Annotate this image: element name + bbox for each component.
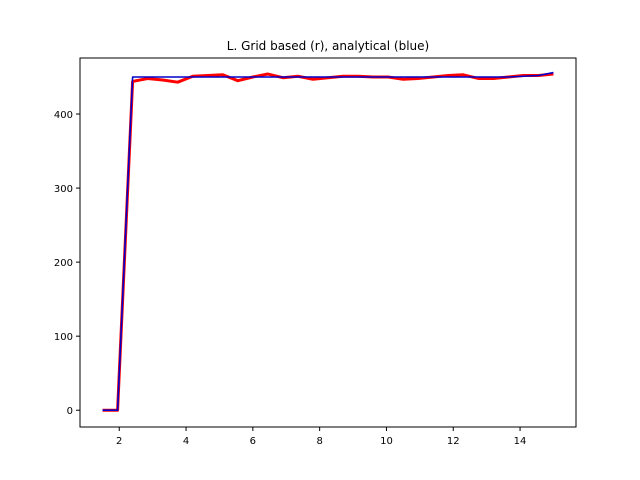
x-tick-label: 6	[250, 436, 256, 447]
plot-frame	[79, 57, 577, 428]
y-tick-label: 100	[54, 332, 73, 343]
series-line-2	[102, 71, 554, 412]
chart-title: L. Grid based (r), analytical (blue)	[227, 39, 429, 53]
y-tick-label: 300	[54, 184, 73, 195]
y-axis: 0 100 200 300 400	[54, 110, 80, 417]
y-tick-label: 400	[54, 110, 73, 121]
x-tick-label: 2	[116, 436, 122, 447]
y-tick-label: 0	[67, 406, 73, 417]
x-tick-label: 8	[316, 436, 322, 447]
x-tick-label: 4	[183, 436, 189, 447]
series-layer	[102, 71, 554, 412]
x-tick-label: 14	[514, 436, 527, 447]
x-tick-label: 12	[447, 436, 460, 447]
y-tick-label: 200	[54, 258, 73, 269]
x-axis: 2 4 6 8 10 12 14	[116, 427, 526, 447]
x-tick-label: 10	[380, 436, 393, 447]
